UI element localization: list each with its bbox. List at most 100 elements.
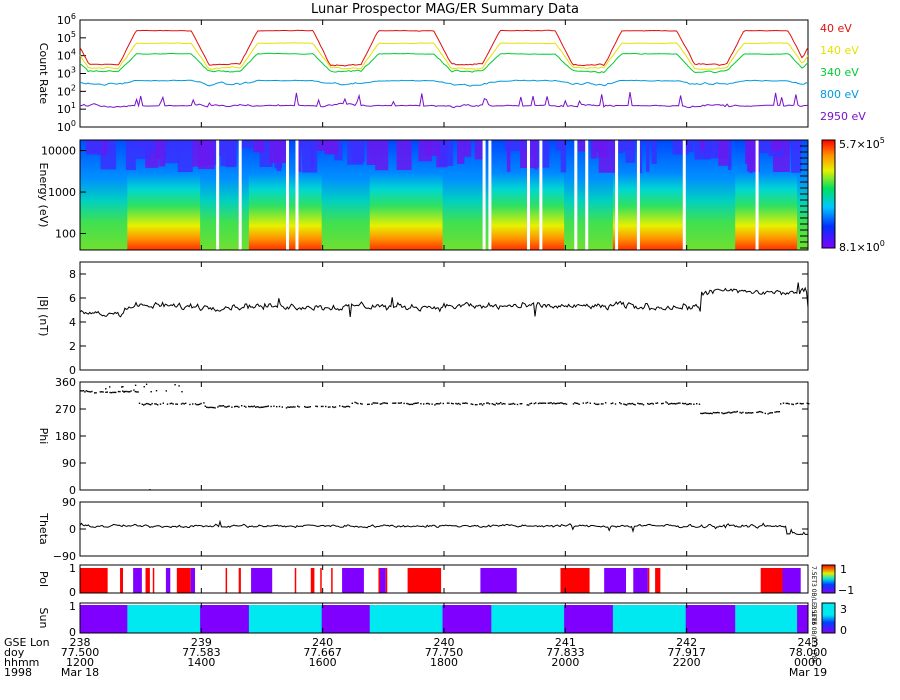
spectrogram-data-gap — [238, 140, 242, 250]
phi-point — [669, 403, 671, 405]
phi-point — [435, 403, 437, 405]
spectrogram-speckle — [504, 140, 521, 152]
phi-point — [631, 402, 633, 405]
phi-point — [150, 391, 152, 393]
phi-point — [333, 406, 335, 409]
phi-point — [399, 402, 401, 404]
spectrogram-speckle — [225, 140, 236, 168]
spectrogram-data-gap — [295, 140, 299, 250]
phi-point — [540, 402, 542, 404]
spectrogram-speckle — [537, 140, 550, 168]
spectrogram-speckle — [298, 140, 305, 149]
phi-point — [690, 403, 692, 405]
sun-night-segment — [685, 605, 736, 633]
phi-point — [647, 402, 649, 405]
phi-point — [605, 402, 607, 404]
phi-point — [761, 411, 764, 414]
phi-point — [334, 406, 337, 408]
series-line-140-eV — [79, 42, 809, 70]
phi-point — [148, 403, 150, 406]
phi-point — [309, 406, 311, 408]
phi-point — [641, 403, 643, 405]
phi-point — [145, 402, 148, 405]
pol-positive-segment — [320, 568, 322, 593]
phi-point — [564, 402, 566, 405]
phi-point — [264, 405, 267, 408]
phi-point — [355, 402, 358, 404]
phi-point — [642, 404, 645, 406]
phi-point — [560, 402, 562, 404]
phi-y-tick-label: 360 — [55, 376, 76, 389]
phi-point — [252, 406, 254, 408]
time-axis-row-label: hhmm — [4, 656, 39, 669]
spectrogram-speckle — [424, 140, 441, 156]
figure-title: Lunar Prospector MAG/ER Summary Data — [311, 2, 579, 17]
phi-point — [673, 402, 675, 405]
phi-point — [174, 384, 176, 386]
pol-negative-segment — [480, 568, 517, 593]
phi-point — [346, 405, 348, 408]
phi-point — [556, 402, 558, 405]
phi-point — [448, 402, 450, 404]
phi-point — [509, 403, 512, 405]
phi-point — [775, 411, 778, 413]
phi-point — [157, 404, 159, 406]
phi-point — [670, 402, 673, 405]
b_mag-axis-label: |B| (nT) — [37, 296, 50, 337]
phi-point — [760, 411, 762, 413]
pol-positive-segment — [145, 568, 150, 593]
sun-night-segment — [80, 605, 128, 633]
phi-point — [456, 403, 458, 405]
phi-point — [736, 410, 738, 413]
phi-point — [668, 403, 670, 405]
phi-point — [628, 402, 631, 405]
phi-point — [375, 402, 377, 404]
phi-point — [718, 412, 720, 414]
phi-point — [162, 402, 164, 404]
phi-point — [675, 403, 677, 405]
phi-point — [166, 403, 169, 405]
phi-point — [339, 405, 341, 407]
phi-point — [704, 412, 706, 414]
phi-point — [452, 403, 454, 405]
phi-point — [733, 411, 736, 413]
phi-point — [788, 403, 790, 405]
count-rate-y-tick-label: 102 — [57, 83, 76, 98]
phi-point — [539, 402, 541, 404]
phi-point — [442, 402, 444, 405]
phi-point — [750, 412, 752, 414]
phi-point — [234, 406, 236, 408]
phi-point — [414, 402, 416, 404]
spectrogram-speckle — [791, 140, 802, 173]
spectrogram-speckle — [704, 140, 717, 159]
phi-point — [623, 403, 625, 405]
phi-point — [136, 391, 138, 393]
pol-negative-segment — [190, 568, 196, 593]
phi-point — [371, 403, 373, 405]
phi-point — [214, 407, 216, 409]
phi-point — [557, 402, 559, 404]
phi-point — [227, 405, 229, 408]
phi-point — [451, 402, 453, 405]
spectrogram-speckle — [506, 140, 511, 172]
phi-point — [185, 402, 187, 404]
phi-point — [368, 403, 370, 405]
phi-point — [386, 402, 388, 405]
phi-point — [150, 404, 152, 406]
phi-point — [462, 402, 464, 404]
phi-point — [204, 405, 206, 407]
phi-point — [487, 402, 489, 404]
phi-point — [519, 403, 521, 405]
phi-y-tick-label: 90 — [62, 457, 76, 470]
time-axis-tick-label: 0000 — [794, 656, 822, 669]
phi-point — [376, 402, 379, 404]
phi-point — [777, 411, 779, 413]
spectrogram-data-gap — [526, 140, 530, 250]
phi-point — [105, 388, 107, 390]
phi-point — [106, 391, 108, 393]
pol-positive-segment — [152, 568, 155, 593]
phi-point — [501, 403, 503, 405]
phi-point — [266, 405, 268, 408]
